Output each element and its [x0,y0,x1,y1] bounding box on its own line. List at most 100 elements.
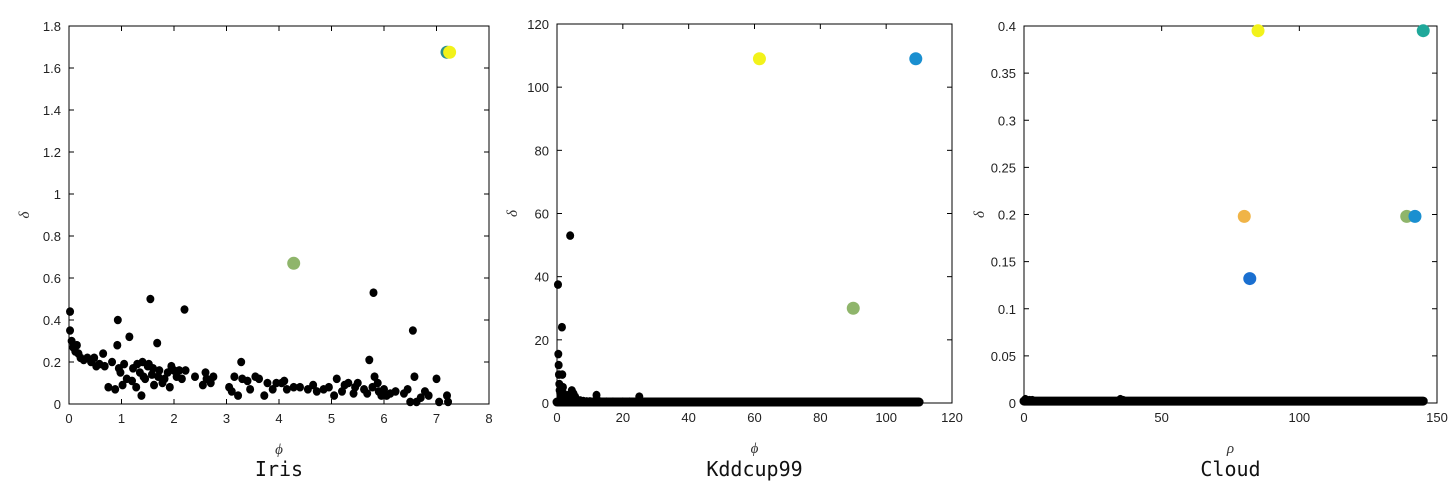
data-point [198,380,207,390]
data-point [554,360,563,370]
data-point [113,340,122,350]
data-point [406,397,415,407]
data-point [391,387,400,396]
data-point [113,315,122,325]
highlighted-point [443,45,457,59]
y-tick-label: 0 [542,396,549,411]
chart-2: 0 20 40 60 80 100 120 0 20 40 60 80 100 120 ϕ δ Kddcup99 [505,17,963,481]
x-tick-label: 20 [616,410,630,425]
data-point [99,349,108,358]
highlighted-point [909,52,923,66]
chart-3: 0 50 100 150 0 0.05 0.1 0.15 0.2 0.25 0.3 0.35 0.4 ρ δ… [972,19,1448,481]
data-point [268,385,277,394]
data-point [260,391,269,400]
y-tick-label: 0.05 [991,349,1016,364]
data-point [1119,395,1128,405]
data-point [175,366,184,375]
highlighted-point [1416,24,1430,38]
data-point [602,397,611,407]
y-tick-label: 60 [535,207,549,222]
data-point [227,387,236,396]
chart-title: Cloud [1200,457,1260,481]
x-axis-label: ρ [1226,441,1234,457]
data-point [595,397,604,406]
data-point [150,380,159,390]
data-point [1028,395,1037,405]
data-point [444,397,453,407]
data-point [149,364,157,373]
data-point [424,391,433,400]
data-point [90,353,99,363]
data-point [363,389,372,398]
data-point [566,231,575,240]
data-point [553,280,562,289]
data-point [332,374,341,384]
chart-title: Kddcup99 [706,457,802,481]
data-point [324,382,333,392]
x-tick-label: 150 [1426,410,1448,425]
x-tick-label: 6 [380,411,387,426]
data-point [120,359,129,369]
x-axis-label: ϕ [751,441,759,457]
y-tick-label: 1.8 [43,19,61,34]
data-point [638,397,647,407]
data-point [296,382,304,392]
data-point [146,294,155,304]
data-point [165,382,174,392]
y-tick-label: 0.8 [43,229,61,244]
y-tick-label: 80 [535,143,549,158]
data-point [237,357,246,367]
x-tick-label: 0 [553,410,560,425]
plot-frame [556,23,953,404]
y-tick-label: 0.2 [998,208,1016,223]
y-axis-label: δ [972,210,988,218]
y-tick-label: 20 [535,333,549,348]
data-point [309,380,318,390]
data-point [137,391,146,400]
data-point [403,385,412,394]
highlighted-point [1237,209,1251,223]
data-point [66,326,75,335]
y-tick-label: 0.1 [998,302,1016,317]
highlighted-point [846,301,860,315]
data-point [369,288,378,298]
data-point [618,397,627,407]
data-point [116,368,125,377]
data-point [330,391,339,400]
y-tick-label: 100 [527,80,549,95]
data-point [177,374,186,384]
y-tick-label: 0.4 [998,19,1016,34]
x-tick-label: 100 [875,410,897,425]
plot-frame [68,25,490,405]
data-point [585,397,594,406]
data-point [557,322,566,332]
x-axis-label: ϕ [275,442,283,458]
data-point [410,372,419,382]
data-point [209,372,218,382]
y-tick-label: 1.6 [43,61,61,76]
x-tick-label: 8 [485,411,492,426]
data-point [128,376,136,386]
data-point [282,385,291,394]
chart-1: 0 1 2 3 4 5 6 7 8 0 0.2 0.4 0.6 0.8 1 1.2 1.4 1.6 1.8 ϕ δ Iri… [17,19,493,481]
x-tick-label: 7 [433,411,440,426]
data-point [554,349,563,359]
data-point [365,355,374,365]
x-tick-label: 3 [223,411,230,426]
data-point [141,374,150,384]
data-point [312,387,321,396]
y-tick-label: 0.4 [43,313,61,328]
chart-title: Iris [255,457,303,481]
y-tick-label: 0 [54,397,61,412]
y-tick-label: 120 [527,17,549,32]
y-tick-label: 1 [54,187,61,202]
highlighted-point [1251,24,1265,38]
data-point [180,305,189,314]
data-point [592,390,601,400]
data-point [230,372,239,382]
x-tick-label: 120 [941,410,963,425]
x-tick-label: 5 [328,411,335,426]
x-tick-label: 0 [1020,410,1027,425]
data-point [263,378,272,388]
